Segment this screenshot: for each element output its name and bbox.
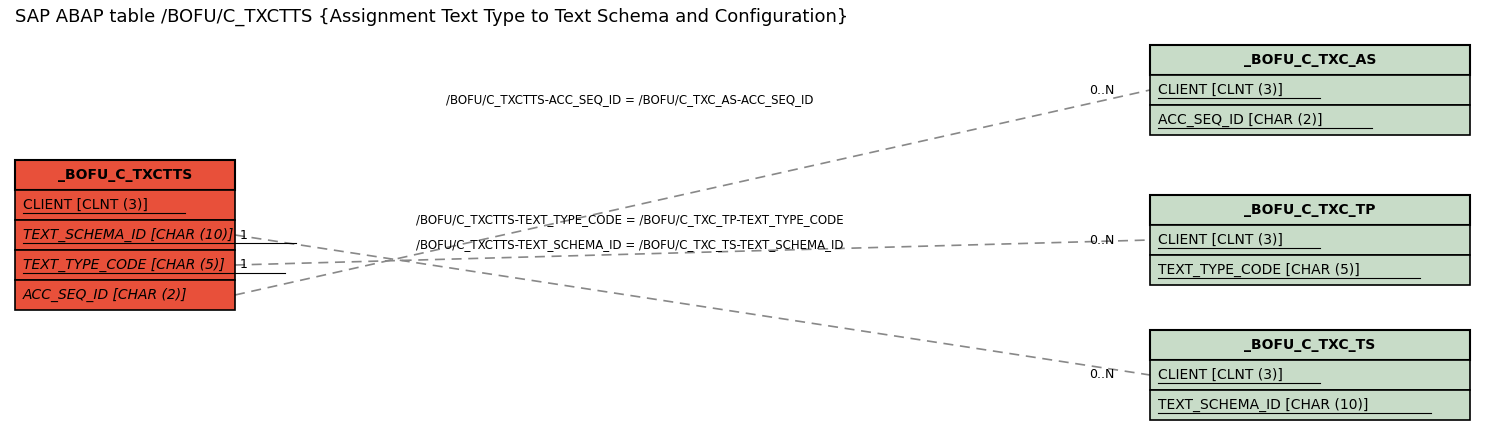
- Bar: [1150, 75, 1471, 105]
- Bar: [1150, 225, 1471, 255]
- Text: 1: 1: [240, 259, 248, 272]
- Text: TEXT_TYPE_CODE [CHAR (5)]: TEXT_TYPE_CODE [CHAR (5)]: [1159, 263, 1360, 277]
- Bar: [1150, 195, 1471, 225]
- Text: CLIENT [CLNT (3)]: CLIENT [CLNT (3)]: [1159, 368, 1282, 382]
- Text: CLIENT [CLNT (3)]: CLIENT [CLNT (3)]: [1159, 83, 1282, 97]
- Text: SAP ABAP table /BOFU/C_TXCTTS {Assignment Text Type to Text Schema and Configura: SAP ABAP table /BOFU/C_TXCTTS {Assignmen…: [15, 8, 848, 26]
- Bar: [1150, 105, 1471, 135]
- Text: 0..N: 0..N: [1090, 233, 1115, 246]
- Bar: [15, 250, 234, 280]
- Text: ACC_SEQ_ID [CHAR (2)]: ACC_SEQ_ID [CHAR (2)]: [1159, 113, 1323, 127]
- Bar: [1150, 45, 1471, 75]
- Text: 0..N: 0..N: [1090, 83, 1115, 97]
- Bar: [15, 160, 234, 190]
- Text: /BOFU/C_TXCTTS-ACC_SEQ_ID = /BOFU/C_TXC_AS-ACC_SEQ_ID: /BOFU/C_TXCTTS-ACC_SEQ_ID = /BOFU/C_TXC_…: [446, 93, 814, 106]
- Bar: [1150, 360, 1471, 390]
- Text: 0..N: 0..N: [1090, 369, 1115, 381]
- Bar: [1150, 390, 1471, 420]
- Text: TEXT_SCHEMA_ID [CHAR (10)]: TEXT_SCHEMA_ID [CHAR (10)]: [1159, 398, 1369, 412]
- Text: 1: 1: [240, 229, 248, 241]
- Bar: [1150, 255, 1471, 285]
- Bar: [15, 220, 234, 250]
- Text: CLIENT [CLNT (3)]: CLIENT [CLNT (3)]: [22, 198, 148, 212]
- Text: _BOFU_C_TXC_TP: _BOFU_C_TXC_TP: [1244, 203, 1375, 217]
- Text: CLIENT [CLNT (3)]: CLIENT [CLNT (3)]: [1159, 233, 1282, 247]
- Text: TEXT_SCHEMA_ID [CHAR (10)]: TEXT_SCHEMA_ID [CHAR (10)]: [22, 228, 233, 242]
- Bar: [15, 190, 234, 220]
- Bar: [1150, 330, 1471, 360]
- Text: /BOFU/C_TXCTTS-TEXT_TYPE_CODE = /BOFU/C_TXC_TP-TEXT_TYPE_CODE: /BOFU/C_TXCTTS-TEXT_TYPE_CODE = /BOFU/C_…: [417, 214, 844, 226]
- Text: _BOFU_C_TXC_TS: _BOFU_C_TXC_TS: [1244, 338, 1375, 352]
- Bar: [15, 280, 234, 310]
- Text: /BOFU/C_TXCTTS-TEXT_SCHEMA_ID = /BOFU/C_TXC_TS-TEXT_SCHEMA_ID: /BOFU/C_TXCTTS-TEXT_SCHEMA_ID = /BOFU/C_…: [417, 238, 844, 252]
- Text: _BOFU_C_TXC_AS: _BOFU_C_TXC_AS: [1244, 53, 1377, 67]
- Text: ACC_SEQ_ID [CHAR (2)]: ACC_SEQ_ID [CHAR (2)]: [22, 288, 188, 302]
- Text: _BOFU_C_TXCTTS: _BOFU_C_TXCTTS: [58, 168, 193, 182]
- Text: TEXT_TYPE_CODE [CHAR (5)]: TEXT_TYPE_CODE [CHAR (5)]: [22, 258, 225, 272]
